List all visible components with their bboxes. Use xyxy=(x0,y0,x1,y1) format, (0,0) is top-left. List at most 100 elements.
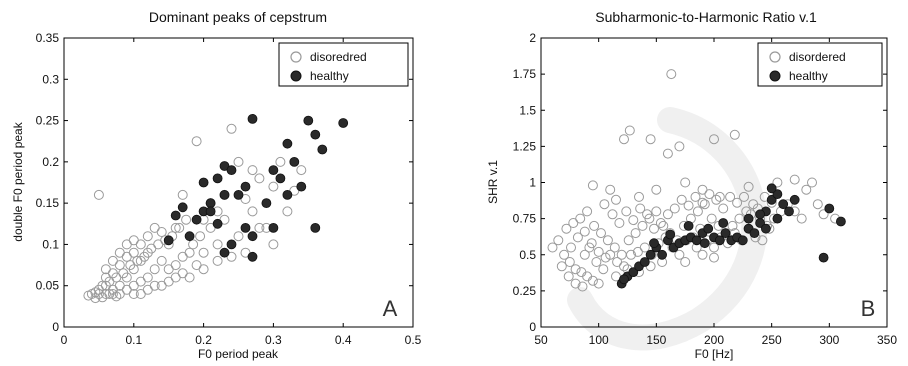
point-disordered xyxy=(156,227,167,237)
point-disordered xyxy=(100,280,111,291)
point-disordered xyxy=(226,123,237,134)
y-tick-label: 0 xyxy=(529,320,536,334)
point-disordered xyxy=(743,181,754,192)
point-disordered xyxy=(128,235,139,246)
point-healthy xyxy=(240,222,251,233)
point-disordered xyxy=(163,276,174,287)
point-disordered xyxy=(184,247,195,258)
point-healthy xyxy=(720,228,731,239)
x-tick-label: 200 xyxy=(704,333,724,347)
point-disordered xyxy=(637,220,648,231)
point-healthy xyxy=(818,252,829,263)
panel-a-legend-marker-disordered xyxy=(290,51,302,63)
point-disordered xyxy=(191,260,202,271)
point-disordered xyxy=(772,177,783,188)
point-disordered xyxy=(170,272,181,283)
point-disordered xyxy=(683,200,694,211)
point-healthy xyxy=(836,216,846,227)
point-disordered xyxy=(624,125,635,136)
point-disordered xyxy=(296,165,307,176)
point-disordered xyxy=(282,206,293,217)
panel-b: Subharmonic-to-Harmonic Ratio v.1 50 100 1… xyxy=(486,9,897,361)
point-disordered xyxy=(579,249,590,260)
point-disordered xyxy=(611,194,621,205)
point-healthy xyxy=(310,222,321,233)
point-disordered xyxy=(118,268,129,279)
point-healthy xyxy=(205,198,216,209)
point-healthy xyxy=(639,257,650,267)
point-healthy xyxy=(766,183,777,194)
point-disordered xyxy=(599,199,610,210)
point-disordered xyxy=(709,242,719,253)
point-disordered xyxy=(163,264,174,275)
point-disordered xyxy=(570,278,581,289)
point-disordered xyxy=(718,203,729,214)
point-healthy xyxy=(212,218,223,229)
point-disordered xyxy=(699,199,710,210)
point-disordered xyxy=(233,231,244,242)
point-healthy xyxy=(268,222,279,233)
point-disordered xyxy=(680,177,691,188)
point-disordered xyxy=(233,156,244,167)
point-disordered xyxy=(568,218,579,228)
x-tick-label: 0.3 xyxy=(265,333,282,347)
point-disordered xyxy=(170,260,181,271)
point-disordered xyxy=(642,209,653,220)
point-healthy xyxy=(219,247,230,258)
y-tick-label: 0.5 xyxy=(519,248,536,262)
panel-a-ylabel: double F0 period peak xyxy=(11,121,25,241)
y-tick-label: 0.35 xyxy=(36,31,60,45)
point-healthy xyxy=(737,235,748,246)
panel-b-legend-marker-healthy xyxy=(769,70,781,82)
point-disordered xyxy=(128,247,139,258)
point-disordered xyxy=(579,226,590,237)
point-disordered xyxy=(651,184,662,195)
x-tick-label: 0.5 xyxy=(405,333,422,347)
panel-a: Dominant peaks of cepstrum 0 0.1 0.2 0.3 0.4… xyxy=(11,9,422,361)
y-tick-label: 0.25 xyxy=(36,114,60,128)
point-disordered xyxy=(680,257,691,267)
point-healthy xyxy=(778,199,789,210)
point-disordered xyxy=(100,272,111,283)
point-disordered xyxy=(669,203,680,214)
point-disordered xyxy=(697,197,708,208)
point-healthy xyxy=(718,218,729,228)
panel-b-letter: B xyxy=(861,296,876,321)
point-disordered xyxy=(789,174,800,185)
point-disordered xyxy=(605,184,616,195)
point-disordered xyxy=(135,289,146,299)
y-tick-label: 0.05 xyxy=(36,279,60,293)
panel-b-legend-label-disordered: disordered xyxy=(789,50,846,64)
point-healthy xyxy=(649,238,659,249)
point-disordered xyxy=(697,249,708,260)
point-healthy xyxy=(247,114,258,124)
point-disordered xyxy=(153,239,164,250)
point-disordered xyxy=(121,251,132,262)
point-disordered xyxy=(623,235,634,246)
point-disordered xyxy=(559,249,570,260)
point-disordered xyxy=(639,242,650,253)
point-disordered xyxy=(174,222,185,233)
point-disordered xyxy=(170,222,181,233)
point-disordered xyxy=(104,289,115,299)
point-disordered xyxy=(582,206,593,217)
panel-b-legend-label-healthy: healthy xyxy=(789,69,828,83)
x-tick-label: 250 xyxy=(762,333,782,347)
point-disordered xyxy=(561,223,572,234)
point-healthy xyxy=(184,231,195,242)
point-disordered xyxy=(100,264,111,275)
point-disordered xyxy=(662,148,673,159)
point-disordered xyxy=(649,223,659,234)
point-disordered xyxy=(697,184,708,195)
point-healthy xyxy=(755,209,765,220)
point-healthy xyxy=(338,118,349,128)
point-healthy xyxy=(303,115,314,126)
point-disordered xyxy=(587,180,598,191)
point-healthy xyxy=(177,202,188,213)
panel-a-legend: disoredred healthy xyxy=(278,42,409,87)
point-healthy xyxy=(772,189,783,200)
point-disordered xyxy=(658,220,669,231)
point-disordered xyxy=(198,247,209,258)
panel-b-ylabel: SHR v.1 xyxy=(486,160,500,204)
panel-a-xlabel: F0 period peak xyxy=(198,347,279,361)
